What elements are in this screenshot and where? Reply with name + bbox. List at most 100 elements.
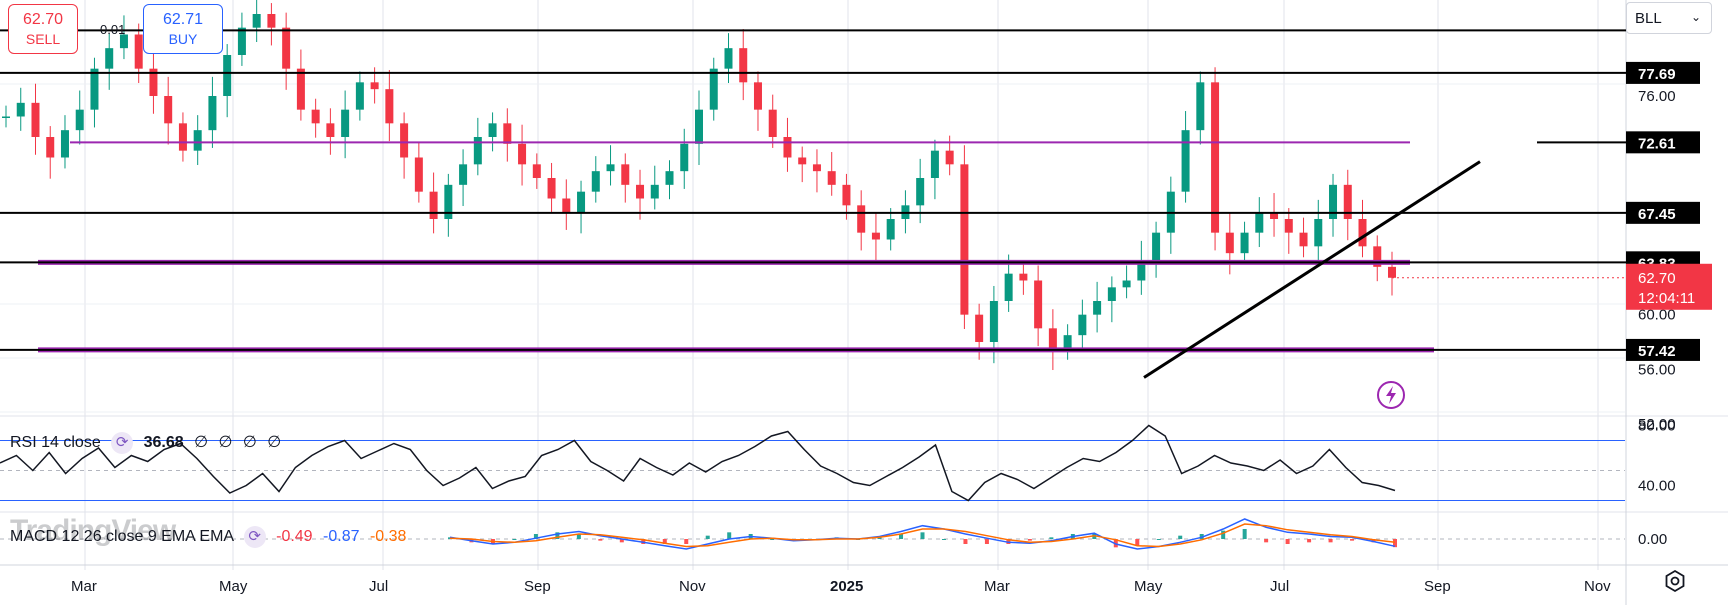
candle-body xyxy=(1107,287,1116,301)
macd-histogram-bar xyxy=(1221,530,1226,539)
candle-body xyxy=(237,27,246,55)
candle-body xyxy=(1373,246,1382,267)
price-label-bg xyxy=(1626,201,1700,224)
candle-body xyxy=(1270,212,1279,219)
buy-button[interactable]: 62.71 BUY xyxy=(143,4,223,54)
candle-body xyxy=(1181,130,1190,192)
candle-body xyxy=(1122,280,1131,288)
candle-body xyxy=(385,89,394,124)
rsi-legend[interactable]: RSI 14 close ⟳ 36.68 ∅ ∅ ∅ ∅ xyxy=(10,432,281,454)
time-tick-label: Jul xyxy=(1270,578,1289,595)
candle-body xyxy=(46,137,55,158)
candle-body xyxy=(296,68,305,110)
macd-histogram-bar xyxy=(877,537,882,539)
candle-body xyxy=(783,137,792,158)
candle-body xyxy=(119,34,128,49)
candle-body xyxy=(1019,273,1028,281)
time-tick-label: Sep xyxy=(1424,578,1451,595)
candle-body xyxy=(636,184,645,199)
buy-price: 62.71 xyxy=(162,11,204,28)
settings-icon[interactable] xyxy=(1662,568,1688,594)
buy-label: BUY xyxy=(168,31,198,47)
macd-histogram-bar xyxy=(1350,539,1355,541)
rsi-legend-value: 36.68 xyxy=(143,434,184,452)
rsi-tick-label: 80.00 xyxy=(1638,418,1676,435)
candle-body xyxy=(695,109,703,144)
candle-body xyxy=(1388,266,1396,278)
candlestick-series xyxy=(2,0,1396,371)
time-tick-label: May xyxy=(1134,578,1163,595)
macd-legend[interactable]: MACD 12 26 close 9 EMA EMA ⟳ -0.49 -0.87… xyxy=(10,526,406,548)
rsi-legend-extra: ∅ xyxy=(218,434,233,452)
macd-histogram-bar xyxy=(1092,534,1097,539)
macd-histogram-bar xyxy=(598,539,603,541)
macd-histogram-bar xyxy=(1178,535,1183,539)
candle-body xyxy=(31,102,40,137)
macd-histogram-bar xyxy=(619,539,624,543)
candle-body xyxy=(252,14,261,28)
candle-body xyxy=(282,27,291,69)
time-tick-label: Nov xyxy=(1584,578,1611,595)
time-tick-label: 2025 xyxy=(830,578,863,595)
candle-body xyxy=(945,150,954,165)
macd-histogram-bar xyxy=(984,539,989,544)
lightning-icon[interactable] xyxy=(1376,380,1406,410)
macd-legend-name: MACD 12 26 close 9 EMA EMA xyxy=(10,528,234,546)
macd-histogram-bar xyxy=(1156,539,1161,540)
trend-line[interactable] xyxy=(1143,160,1481,379)
chevron-down-icon: ⌄ xyxy=(1690,10,1701,24)
macd-histogram-bar xyxy=(1027,539,1032,541)
macd-histogram-bar xyxy=(576,534,581,539)
candle-body xyxy=(989,301,998,342)
rsi-legend-extra: ∅ xyxy=(267,434,282,452)
candle-body xyxy=(2,116,10,118)
last-price-label-bg xyxy=(1626,263,1712,310)
candle-body xyxy=(311,109,320,124)
rsi-tick-label: 40.00 xyxy=(1638,478,1676,495)
candle-body xyxy=(1137,260,1146,281)
candle-body xyxy=(606,164,615,172)
candle-body xyxy=(488,123,497,137)
tradingview-watermark: TradingView xyxy=(10,514,176,547)
candle-body xyxy=(798,157,807,165)
macd-histogram-bar xyxy=(1242,529,1247,539)
candle-body xyxy=(1034,280,1043,329)
cycle-icon[interactable]: ⟳ xyxy=(111,432,134,454)
macd-legend-histogram: -0.49 xyxy=(276,528,313,546)
macd-histogram-bar xyxy=(727,532,732,539)
candle-body xyxy=(650,184,659,199)
countdown-label: 12:04:11 xyxy=(1638,290,1695,307)
candle-body xyxy=(665,171,674,185)
candle-body xyxy=(414,157,423,192)
macd-histogram-bar xyxy=(448,537,452,539)
macd-histogram-bar xyxy=(941,539,946,540)
sell-button[interactable]: 62.70 SELL xyxy=(8,4,78,54)
macd-pane xyxy=(0,518,1625,550)
price-label: 67.45 xyxy=(1638,206,1676,223)
candle-body xyxy=(680,143,689,172)
rsi-pane xyxy=(0,424,1625,502)
candle-body xyxy=(1255,212,1264,233)
time-tick-label: Nov xyxy=(679,578,706,595)
macd-histogram-bar xyxy=(1135,539,1140,546)
price-label-bg xyxy=(1626,131,1700,154)
candle-body xyxy=(134,34,143,69)
candle-body xyxy=(473,137,482,165)
candle-body xyxy=(547,178,556,199)
price-label: 72.61 xyxy=(1638,135,1676,152)
candle-body xyxy=(812,164,821,172)
macd-histogram-bar xyxy=(1328,539,1333,543)
sell-label: SELL xyxy=(25,31,61,47)
cycle-icon[interactable]: ⟳ xyxy=(243,526,266,548)
candle-body xyxy=(149,68,158,96)
symbol-dropdown[interactable]: BLL ⌄ xyxy=(1626,2,1712,34)
signal-line xyxy=(449,523,1396,548)
candle-body xyxy=(709,68,718,110)
macd-histogram-bar xyxy=(1307,539,1312,543)
macd-histogram-bar xyxy=(641,539,646,544)
candle-body xyxy=(178,123,187,151)
candle-body xyxy=(90,68,99,110)
time-axis: Mar May Jul Sep Nov 2025 Mar May Jul Sep Nov xyxy=(71,578,1611,595)
macd-histogram-bar xyxy=(920,532,925,539)
